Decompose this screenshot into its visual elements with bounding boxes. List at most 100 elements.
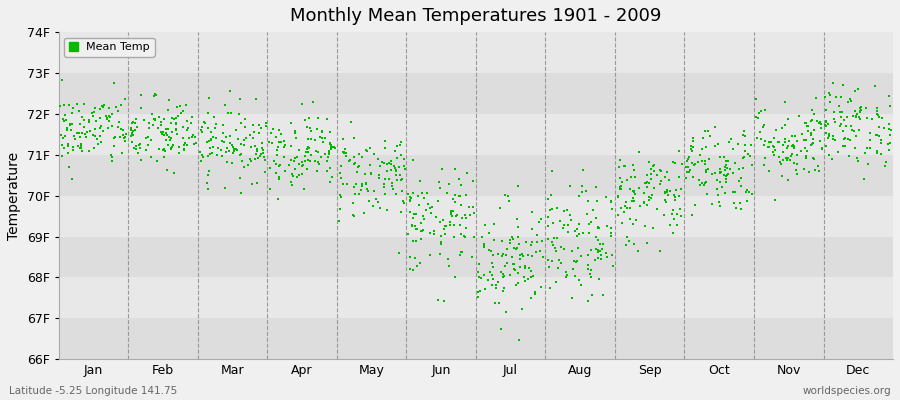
Point — [124, 129, 139, 136]
Point — [203, 137, 218, 144]
Point — [302, 145, 316, 151]
Point — [852, 114, 867, 120]
Point — [235, 158, 249, 165]
Point — [164, 135, 178, 141]
Point — [154, 122, 168, 128]
Point — [670, 222, 684, 228]
Point — [460, 170, 474, 176]
Point — [57, 144, 71, 151]
Point — [87, 105, 102, 111]
Point — [422, 230, 436, 236]
Point — [346, 161, 361, 167]
Point — [322, 164, 337, 171]
Point — [882, 126, 896, 132]
Point — [688, 202, 702, 208]
Point — [883, 140, 897, 146]
Point — [249, 148, 264, 154]
Point — [466, 234, 481, 240]
Point — [582, 221, 597, 227]
Point — [445, 213, 459, 220]
Point — [154, 118, 168, 125]
Point — [375, 159, 390, 165]
Point — [568, 273, 582, 280]
Point — [787, 160, 801, 166]
Point — [517, 274, 531, 280]
Point — [626, 197, 641, 204]
Point — [556, 245, 571, 252]
Point — [161, 142, 176, 148]
Point — [685, 160, 699, 167]
Point — [869, 108, 884, 114]
Point — [652, 167, 667, 174]
Point — [813, 119, 827, 125]
Point — [852, 105, 867, 111]
Point — [545, 239, 560, 245]
Point — [626, 167, 641, 173]
Point — [554, 244, 568, 250]
Point — [680, 158, 694, 164]
Point — [148, 117, 163, 123]
Point — [524, 268, 538, 275]
Point — [159, 132, 174, 138]
Point — [244, 144, 258, 150]
Point — [278, 142, 293, 148]
Point — [570, 225, 584, 232]
Point — [116, 132, 130, 138]
Point — [201, 152, 215, 159]
Point — [698, 167, 713, 173]
Point — [433, 219, 447, 226]
Point — [854, 107, 868, 113]
Point — [758, 138, 772, 144]
Point — [508, 266, 522, 273]
Point — [410, 262, 425, 269]
Point — [737, 128, 751, 134]
Point — [727, 199, 742, 206]
Bar — [58, 155, 893, 196]
Point — [238, 115, 252, 122]
Point — [589, 234, 603, 240]
Point — [686, 144, 700, 150]
Point — [334, 193, 348, 200]
Point — [371, 156, 385, 162]
Point — [197, 119, 211, 125]
Point — [141, 134, 156, 140]
Point — [653, 180, 668, 187]
Point — [107, 143, 122, 149]
Point — [713, 169, 727, 175]
Point — [595, 246, 609, 253]
Point — [276, 154, 291, 160]
Point — [476, 272, 491, 279]
Point — [698, 169, 713, 175]
Point — [161, 96, 176, 103]
Point — [705, 170, 719, 177]
Point — [278, 168, 293, 174]
Point — [118, 96, 132, 102]
Point — [590, 197, 604, 204]
Point — [301, 144, 315, 150]
Point — [799, 123, 814, 129]
Point — [65, 176, 79, 182]
Point — [194, 158, 208, 164]
Point — [789, 138, 804, 144]
Point — [477, 240, 491, 247]
Point — [253, 153, 267, 159]
Point — [277, 144, 292, 150]
Point — [406, 157, 420, 164]
Point — [660, 199, 674, 205]
Point — [841, 98, 855, 105]
Point — [169, 127, 184, 133]
Point — [667, 192, 681, 198]
Point — [432, 179, 446, 186]
Point — [187, 134, 202, 140]
Point — [880, 141, 895, 148]
Point — [127, 145, 141, 152]
Point — [158, 130, 173, 136]
Point — [778, 99, 792, 105]
Point — [822, 90, 836, 96]
Point — [86, 109, 101, 116]
Point — [254, 124, 268, 131]
Point — [346, 135, 361, 141]
Point — [589, 184, 603, 190]
Point — [814, 121, 828, 128]
Point — [411, 202, 426, 208]
